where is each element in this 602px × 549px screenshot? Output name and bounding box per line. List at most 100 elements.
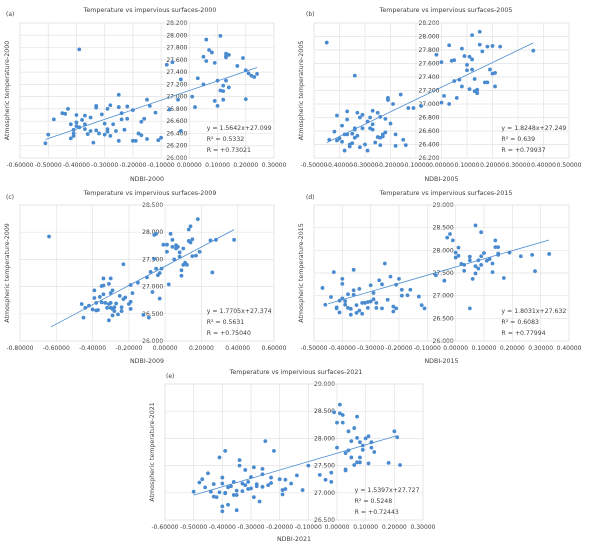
data-point <box>186 227 191 232</box>
y-tick-label: 26.800 <box>419 115 440 122</box>
x-tick-label: 0.10000 <box>205 162 230 169</box>
x-tick-label: 0.10000 <box>472 345 497 352</box>
trendline <box>50 229 235 328</box>
data-point <box>217 455 222 460</box>
data-point <box>456 253 461 258</box>
data-point <box>203 485 208 490</box>
data-point <box>485 44 490 49</box>
data-point <box>231 493 236 497</box>
data-point <box>340 276 345 281</box>
x-tick-label: 0.20000 <box>480 162 505 169</box>
x-tick-label: -0.60000 <box>7 162 34 169</box>
data-point <box>172 257 177 262</box>
y-tick-label: 27.000 <box>314 490 335 497</box>
data-point <box>125 116 130 121</box>
data-point <box>358 455 362 460</box>
data-point <box>94 105 99 110</box>
data-point <box>240 489 245 494</box>
plot-area <box>19 22 275 159</box>
data-point <box>188 224 193 229</box>
data-point <box>480 49 485 54</box>
data-point <box>382 261 387 266</box>
data-point <box>105 107 110 111</box>
data-point <box>178 129 183 133</box>
data-point <box>416 294 421 299</box>
data-point <box>476 266 481 271</box>
data-point <box>337 136 342 141</box>
data-point <box>122 127 127 132</box>
data-point <box>465 68 469 73</box>
data-point <box>110 288 115 293</box>
data-point <box>324 40 329 45</box>
x-tick-label: -0.50000 <box>180 524 207 531</box>
data-point <box>47 234 51 239</box>
x-tick-label: -0.20000 <box>115 345 142 352</box>
data-point <box>220 475 225 480</box>
data-point <box>388 274 393 279</box>
data-point <box>99 300 104 305</box>
y-tick-label: 27.000 <box>166 94 187 101</box>
data-point <box>178 77 183 82</box>
data-point <box>383 130 388 135</box>
data-point <box>130 291 135 296</box>
x-tick-label: -0.30000 <box>238 524 265 531</box>
data-point <box>139 119 144 124</box>
data-point <box>445 235 450 240</box>
data-point <box>355 110 360 115</box>
data-point <box>121 262 126 267</box>
data-point <box>119 305 124 310</box>
data-point <box>460 84 464 89</box>
data-point <box>320 286 325 290</box>
data-point <box>101 283 106 288</box>
data-point <box>349 455 354 460</box>
data-point <box>206 471 210 476</box>
x-tick-label: -0.30000 <box>352 162 379 169</box>
data-point <box>170 244 175 249</box>
data-point <box>110 313 115 318</box>
data-point <box>167 107 172 112</box>
y-tick-label: 28.200 <box>419 20 440 27</box>
data-point <box>139 133 144 138</box>
data-point <box>107 281 111 286</box>
data-point <box>411 106 416 110</box>
data-point <box>485 80 490 85</box>
x-axis-label: NDBI-2005 <box>424 176 458 183</box>
data-point <box>533 269 537 274</box>
data-point <box>117 293 122 298</box>
data-point <box>96 308 100 312</box>
data-point <box>335 113 339 118</box>
data-point <box>204 59 209 63</box>
data-point <box>357 308 362 313</box>
panel-label: (d) <box>306 194 315 201</box>
y-tick-label: 26.500 <box>433 315 454 322</box>
data-point <box>394 306 399 311</box>
data-point <box>371 291 376 295</box>
data-point <box>185 262 189 267</box>
data-point <box>348 312 353 317</box>
x-tick-label: -0.10000 <box>414 345 441 352</box>
chart-title: Temperature vs impervious surfaces-2009 <box>83 190 217 197</box>
data-point <box>165 249 169 254</box>
y-tick-label: 27.500 <box>433 270 454 277</box>
data-point <box>141 312 146 317</box>
data-point <box>179 268 184 273</box>
data-point <box>377 278 382 283</box>
data-point <box>211 494 216 499</box>
data-point <box>181 246 186 251</box>
data-point <box>346 429 351 434</box>
x-tick-label: -0.40000 <box>326 162 353 169</box>
data-point <box>475 87 480 92</box>
data-point <box>456 245 461 250</box>
data-point <box>340 413 345 417</box>
data-point <box>335 445 339 450</box>
y-tick-label: 28.200 <box>166 20 187 27</box>
data-point <box>212 60 217 65</box>
data-point <box>157 296 162 301</box>
y-tick-label: 26.200 <box>166 143 187 150</box>
data-point <box>237 463 242 468</box>
y-tick-label: 26.800 <box>166 106 187 113</box>
data-point <box>368 299 373 304</box>
data-point <box>66 107 70 111</box>
data-point <box>419 303 424 308</box>
